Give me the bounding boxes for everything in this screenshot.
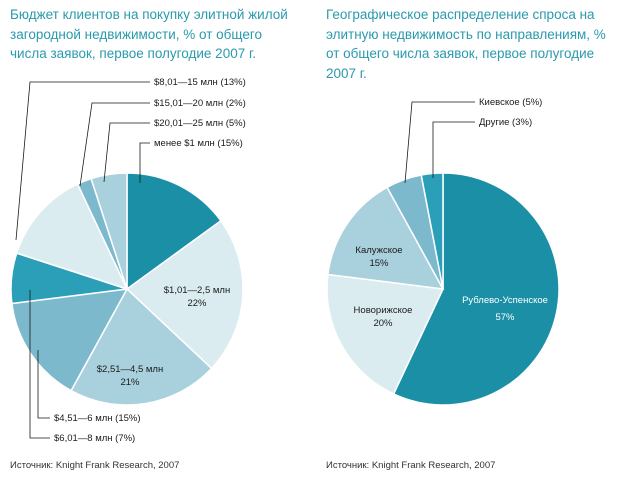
budget-slice-3 <box>11 288 129 392</box>
geography-slice-2 <box>327 186 445 290</box>
geography-slice-1 <box>326 273 445 395</box>
leader-line-kievskoe <box>404 101 475 184</box>
geography-slice-0 <box>392 172 560 406</box>
slice-label-8-15mln: $8,01—15 млн (13%) <box>154 77 246 88</box>
chart-title-budget: Бюджет клиентов на покупку элитной жилой… <box>10 7 288 61</box>
slice-label-drugie: Другие (3%) <box>479 117 532 128</box>
slice-label-kievskoe: Киевское (5%) <box>479 97 542 108</box>
slice-label-1-2.5mln: $1,01—2,5 млн <box>164 285 230 296</box>
budget-slice-7 <box>90 172 128 290</box>
budget-slice-2 <box>70 287 213 406</box>
slice-label-6-8mln: $6,01—8 млн (7%) <box>54 433 135 444</box>
chart-title-geography: Географическое распределение спроса на э… <box>326 7 606 81</box>
slice-pct-novorizhskoe: 20% <box>373 318 393 329</box>
leader-line-6-8mln <box>29 290 50 439</box>
budget-slice-1 <box>125 219 244 370</box>
pie-chart-budget <box>10 172 244 406</box>
slice-label-kaluzhskoe: Калужское <box>355 245 402 256</box>
source-note-geography: Источник: Knight Frank Research, 2007 <box>326 460 496 471</box>
source-note-budget: Источник: Knight Frank Research, 2007 <box>10 460 180 471</box>
slice-label-4.5-6mln: $4,51—6 млн (15%) <box>54 413 141 424</box>
leader-line-15-20mln <box>79 102 150 187</box>
pie-chart-geography <box>326 172 560 406</box>
leader-line-8-15mln <box>15 81 150 241</box>
leader-line-drugie <box>432 121 475 178</box>
slice-label-15-20mln: $15,01—20 млн (2%) <box>154 98 246 109</box>
slice-label-novorizhskoe: Новорижское <box>354 305 413 316</box>
budget-slice-0 <box>126 172 222 291</box>
slice-label-20-25mln: $20,01—25 млн (5%) <box>154 118 246 129</box>
geography-slice-4 <box>420 172 444 290</box>
leader-line-under-1mln <box>139 142 150 183</box>
leader-line-4.5-6mln <box>37 350 50 419</box>
budget-slice-5 <box>15 183 129 291</box>
slice-pct-kaluzhskoe: 15% <box>369 258 389 269</box>
leader-line-20-25mln <box>103 122 150 183</box>
slice-label-rublevo: Рублево-Успенское <box>462 295 548 306</box>
slice-pct-rublevo: 57% <box>495 312 515 323</box>
slice-label-2.5-4.5mln: $2,51—4,5 млн <box>97 364 163 375</box>
slice-pct-2.5-4.5mln: 21% <box>120 377 140 388</box>
slice-pct-1-2.5mln: 22% <box>187 298 207 309</box>
slice-label-under-1mln: менее $1 млн (15%) <box>154 138 243 149</box>
